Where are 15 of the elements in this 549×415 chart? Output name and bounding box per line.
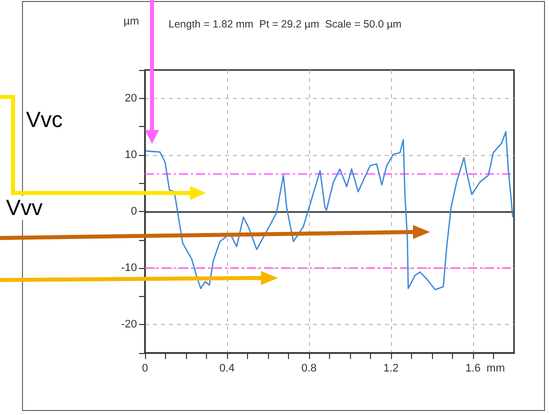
- chart-title: Length = 1.82 mm Pt = 29.2 µm Scale = 50.0 µm: [168, 18, 402, 30]
- text: Vvc: [26, 107, 63, 132]
- x-tick-label: 0.8: [301, 362, 317, 374]
- x-tick-label: 1.2: [383, 362, 399, 374]
- y-tick-label: 10: [124, 148, 137, 161]
- y-tick-label: 20: [124, 92, 137, 104]
- x-axis-title: mm: [486, 362, 505, 374]
- x-tick-label: 0: [142, 362, 148, 374]
- y-axis-title: µm: [123, 16, 139, 28]
- y-tick-label: -10: [121, 262, 137, 274]
- y-tick-label: -20: [121, 318, 137, 331]
- text: Vvv: [6, 195, 43, 220]
- x-tick-label: 0.4: [219, 362, 235, 374]
- x-tick-label: 1.6: [465, 362, 481, 374]
- y-tick-label: 0: [130, 206, 137, 218]
